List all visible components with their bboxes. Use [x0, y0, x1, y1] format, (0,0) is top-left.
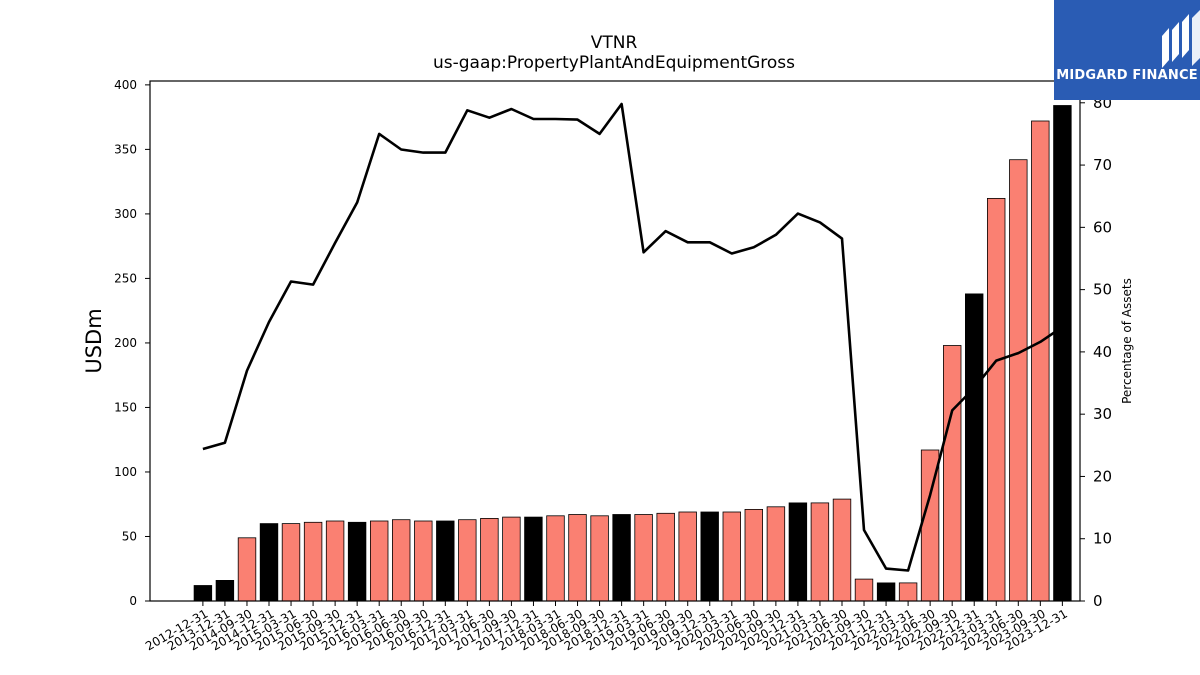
plot-frame [149, 80, 1081, 602]
bar-2021-03-31 [810, 502, 830, 602]
y-tick-label: 150 [114, 400, 137, 414]
y-tick-label: 100 [114, 465, 137, 479]
bar-2015-03-31 [281, 523, 301, 602]
bar-2019-09-30 [678, 511, 697, 602]
bar-2017-09-30 [502, 516, 521, 602]
bar-2023-03-31 [987, 197, 1006, 602]
y2-tick-label: 20 [1093, 467, 1112, 485]
bar-2018-12-31 [612, 514, 631, 602]
bar-2015-12-31 [347, 521, 367, 602]
y2-tick-label: 0 [1093, 592, 1103, 610]
bar-2015-09-30 [325, 520, 345, 602]
bar-2020-06-30 [744, 508, 764, 602]
bar-2021-09-30 [854, 578, 874, 602]
brand-logo-icon [1162, 10, 1200, 68]
bar-2015-06-30 [303, 521, 323, 602]
bar-2020-09-30 [766, 506, 786, 602]
bar-2018-09-30 [590, 515, 609, 602]
y2-tick-label: 60 [1093, 218, 1112, 236]
y-tick-label: 200 [114, 336, 137, 350]
brand-logo: MIDGARD FINANCE [1054, 0, 1200, 100]
bar-2014-12-31 [259, 523, 279, 602]
brand-name: MIDGARD FINANCE [1056, 68, 1198, 83]
y-axis-ticks: 0 50 100 150 200 250 300 350 400 [114, 78, 150, 608]
bar-2018-03-31 [546, 515, 565, 602]
percentage-line-series [202, 102, 1064, 572]
y-axis-label: USDm [82, 308, 106, 373]
y2-tick-label: 30 [1093, 405, 1112, 423]
bar-2013-12-31 [215, 580, 235, 602]
bar-2017-06-30 [480, 518, 499, 602]
bar-2023-12-31 [1053, 105, 1072, 602]
bar-2017-03-31 [458, 519, 477, 602]
y2-tick-label: 10 [1093, 530, 1112, 548]
y-tick-label: 0 [129, 594, 137, 608]
y2-tick-label: 50 [1093, 281, 1112, 299]
y-tick-label: 400 [114, 78, 137, 92]
bar-2020-03-31 [722, 511, 742, 602]
bar-2023-06-30 [1009, 159, 1028, 602]
bar-2019-12-31 [700, 511, 719, 602]
bar-2022-12-31 [965, 293, 984, 602]
y2-axis-label: Percentage of Assets [1120, 278, 1134, 404]
bar-2020-12-31 [788, 502, 808, 602]
bar-series [193, 105, 1072, 602]
chart-subtitle: us-gaap:PropertyPlantAndEquipmentGross [433, 53, 795, 73]
bar-2017-12-31 [524, 516, 543, 602]
y-tick-label: 350 [114, 142, 137, 156]
bar-2016-03-31 [369, 520, 389, 602]
bar-2014-09-30 [237, 537, 257, 602]
y2-tick-label: 40 [1093, 343, 1112, 361]
bar-2021-06-30 [832, 498, 852, 602]
percentage-line [202, 102, 1064, 572]
bar-2022-03-31 [898, 582, 918, 602]
chart-title: VTNR [591, 33, 638, 53]
y-tick-label: 300 [114, 207, 137, 221]
bar-2021-12-31 [876, 582, 896, 602]
bar-2023-09-30 [1031, 120, 1050, 602]
y2-tick-label: 70 [1093, 156, 1112, 174]
bar-2018-06-30 [568, 514, 587, 602]
y-tick-label: 50 [122, 529, 137, 543]
bar-2016-06-30 [391, 519, 411, 602]
bar-2016-12-31 [436, 520, 455, 602]
y-tick-label: 250 [114, 271, 137, 285]
bar-2016-09-30 [414, 520, 433, 602]
bar-2019-03-31 [634, 514, 653, 602]
axes [149, 80, 1081, 602]
bar-2019-06-30 [656, 512, 675, 602]
bar-2012-12-31 [193, 585, 213, 602]
x-axis-ticks: 2012-12-312013-12-312014-09-302014-12-31… [143, 601, 1070, 653]
bar-2022-09-30 [943, 345, 962, 602]
